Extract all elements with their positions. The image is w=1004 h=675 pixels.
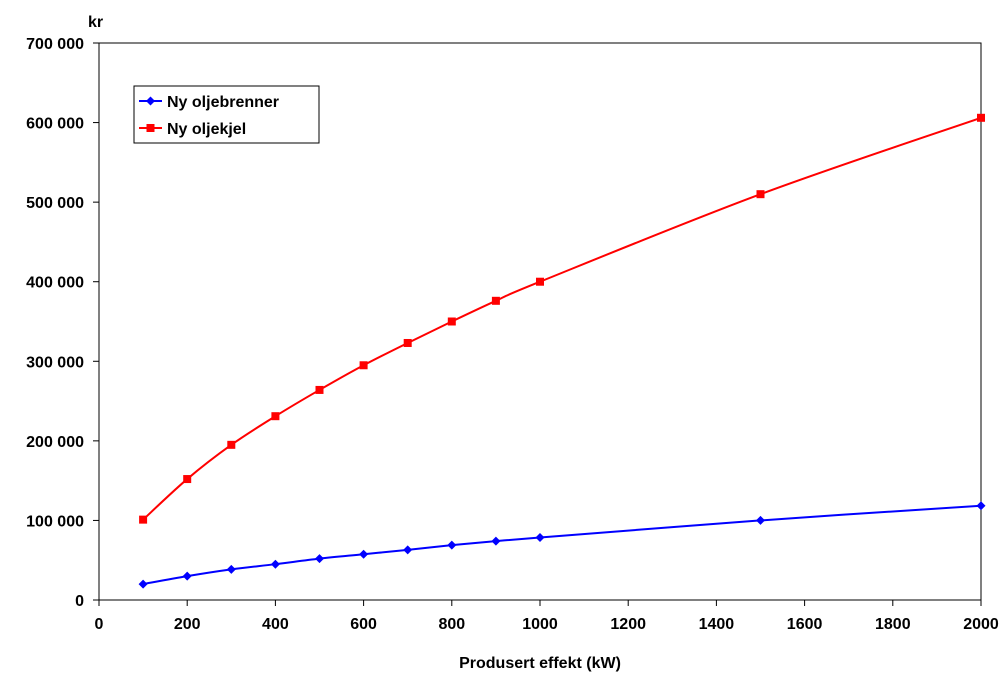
series-0 (138, 501, 986, 589)
data-point (536, 277, 544, 286)
data-point (491, 536, 501, 546)
y-tick-label: 300 000 (26, 354, 84, 371)
data-point (976, 501, 986, 511)
x-tick-label: 0 (95, 616, 104, 633)
y-tick-label: 600 000 (26, 116, 84, 133)
y-tick-label: 200 000 (26, 434, 84, 451)
x-axis-title: Produsert effekt (kW) (459, 655, 621, 672)
x-tick-label: 600 (350, 616, 377, 633)
data-point (271, 412, 280, 421)
x-axis: 0 200 400 600 800 1000 1200 1400 1600 1800 2000 (95, 600, 999, 633)
y-tick-label: 700 000 (26, 36, 84, 53)
y-tick-label: 0 (75, 593, 84, 610)
y-tick-label: 500 000 (26, 195, 84, 212)
legend-marker (146, 96, 155, 106)
data-point (977, 113, 985, 122)
data-point (183, 475, 192, 484)
x-tick-label: 200 (174, 616, 201, 633)
data-point (359, 361, 368, 370)
data-point (315, 554, 324, 564)
data-point (227, 440, 236, 449)
y-tick-label: 100 000 (26, 513, 84, 530)
legend-label: Ny oljekjel (167, 121, 246, 138)
legend-box (133, 85, 320, 144)
data-point (403, 545, 413, 555)
data-point (139, 515, 148, 524)
legend-marker (146, 124, 155, 132)
x-tick-label: 1000 (522, 616, 558, 633)
y-tick-label: 400 000 (26, 275, 84, 292)
legend-label: Ny oljebrenner (167, 94, 279, 111)
x-tick-label: 1200 (610, 616, 646, 633)
x-tick-label: 800 (438, 616, 465, 633)
data-point (270, 559, 280, 569)
data-point (138, 579, 148, 589)
y-axis-title: kr (88, 14, 103, 31)
data-point (447, 317, 456, 326)
data-point (226, 564, 236, 574)
y-axis: 0 100 000 200 000 300 000 400 000 500 000 600 … (26, 36, 99, 610)
data-point (315, 385, 324, 394)
x-tick-label: 1800 (875, 616, 911, 633)
series-1 (139, 113, 985, 524)
data-point (491, 296, 500, 305)
data-point (535, 533, 545, 543)
data-point (403, 338, 412, 347)
x-tick-label: 1600 (787, 616, 823, 633)
data-point (359, 549, 369, 559)
x-tick-label: 1400 (699, 616, 735, 633)
data-point (756, 190, 765, 199)
data-point (182, 571, 192, 581)
series-layer (138, 113, 986, 589)
x-tick-label: 2000 (963, 616, 999, 633)
x-tick-label: 400 (262, 616, 289, 633)
data-point (447, 540, 457, 550)
data-point (756, 515, 765, 525)
legend: Ny oljebrenner Ny oljekjel (133, 85, 320, 144)
